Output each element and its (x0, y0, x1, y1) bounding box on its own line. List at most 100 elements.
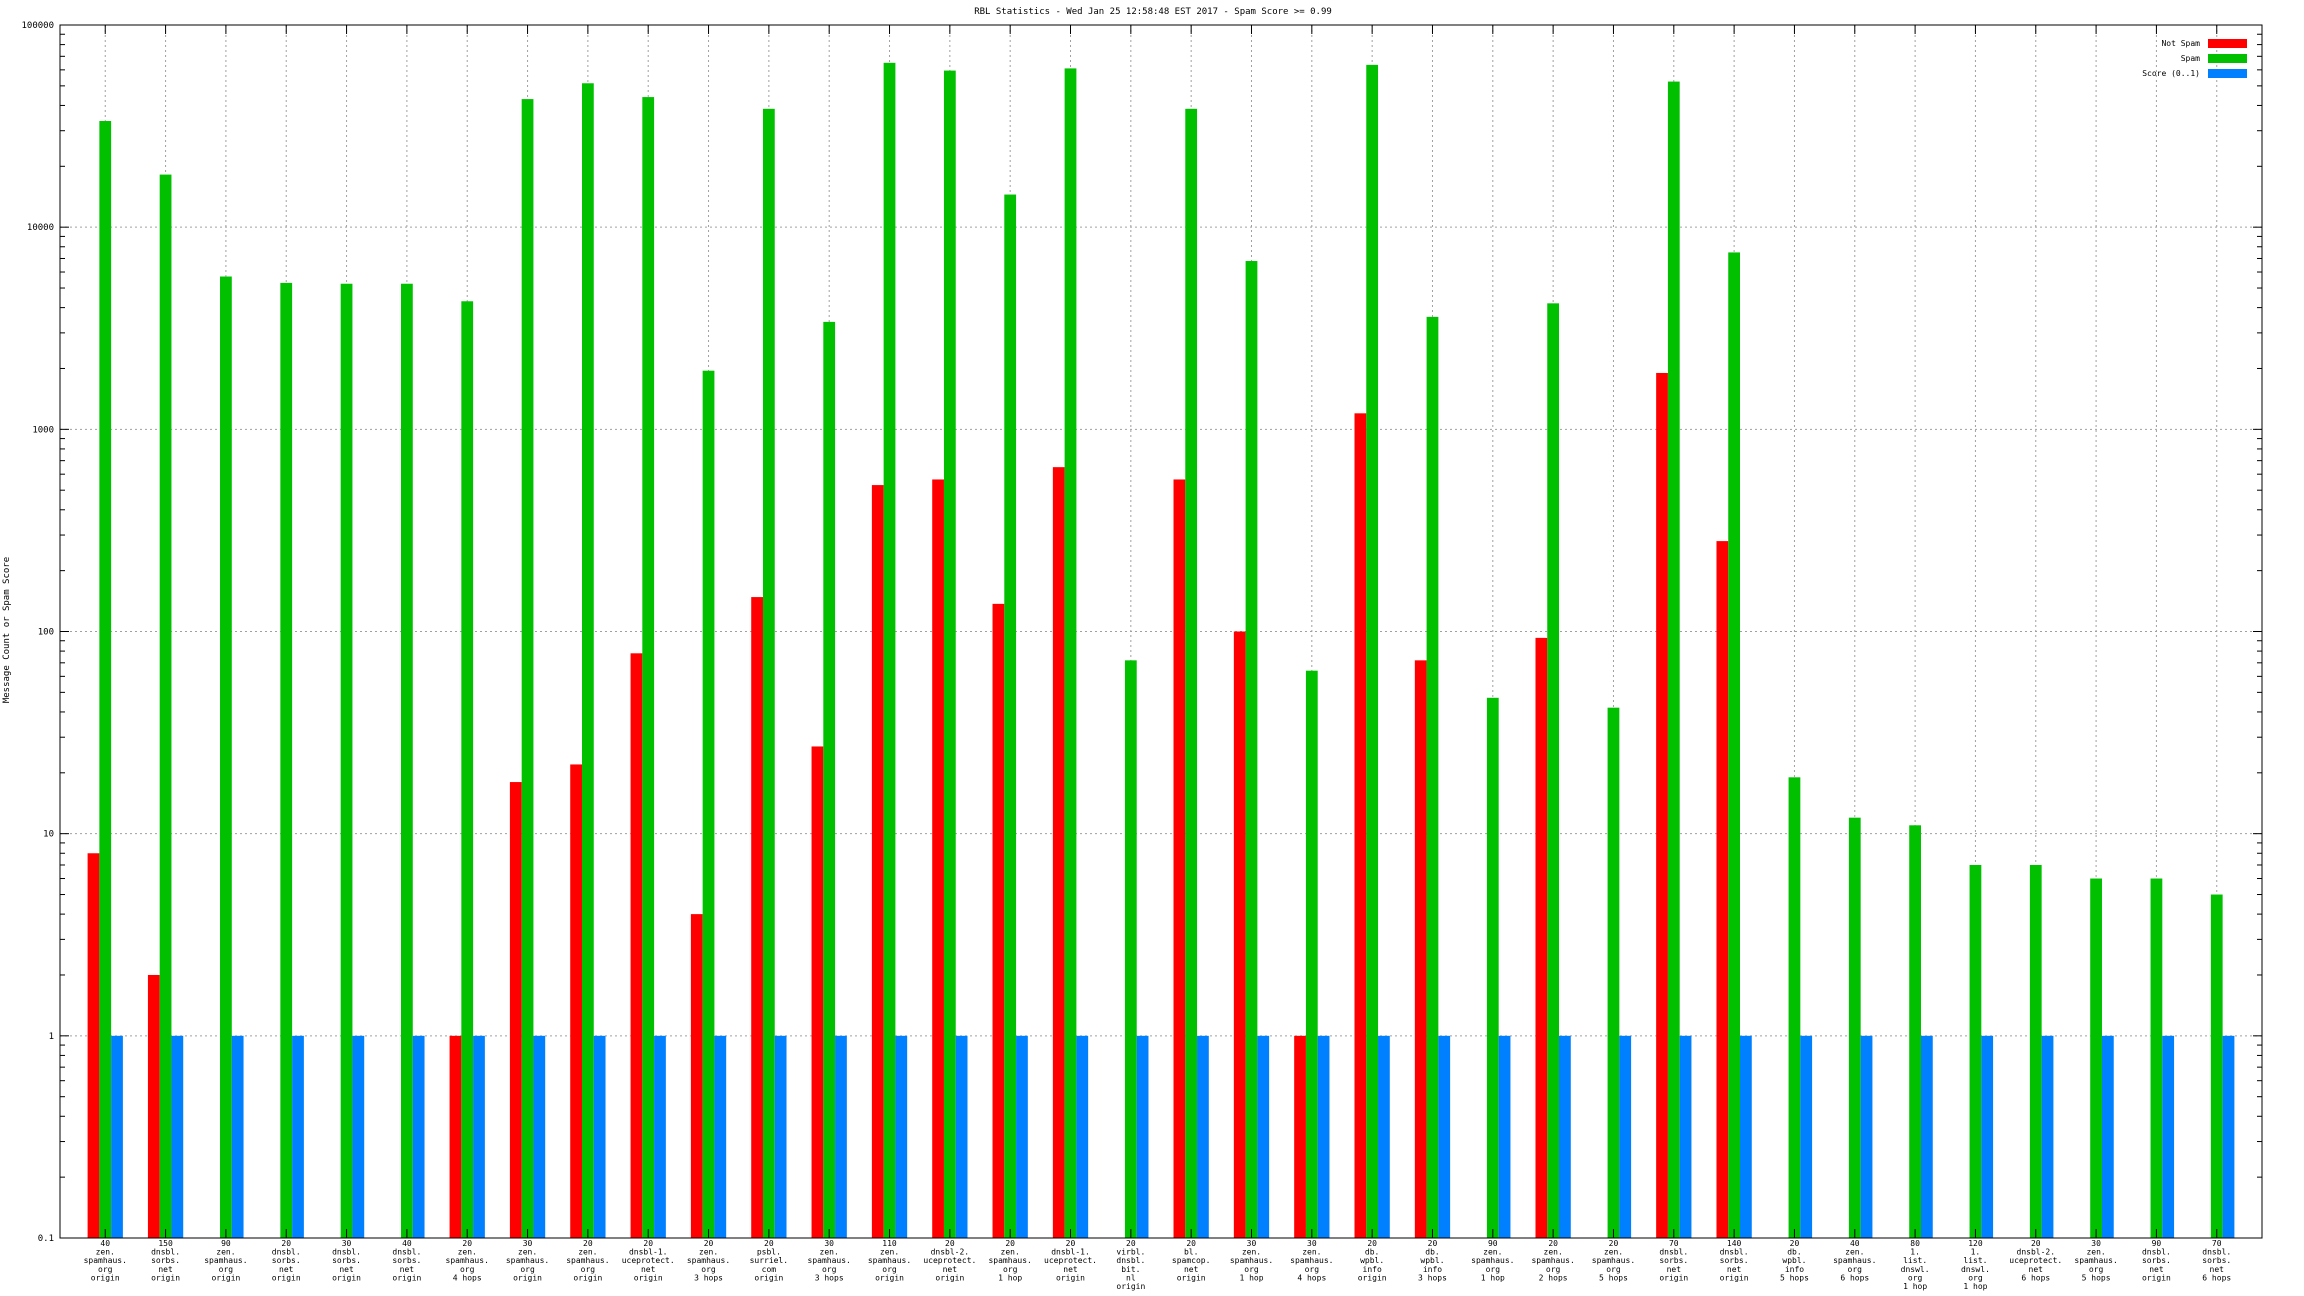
bar-not-spam (87, 853, 100, 1238)
bar-score-0-1 (1076, 1035, 1089, 1238)
x-tick-label: 40 dnsbl. sorbs. net origin (392, 1239, 421, 1282)
bar-score-0-1 (1981, 1035, 1994, 1238)
bar-score-0-1 (1438, 1035, 1451, 1238)
bar-spam (642, 97, 655, 1238)
x-tick-label: 20 zen. spamhaus. org 2 hops (1531, 1239, 1574, 1282)
bar-score-0-1 (1679, 1035, 1692, 1238)
bar-spam (461, 301, 474, 1239)
x-tick-label: 20 dnsbl-2. uceprotect. net 6 hops (2009, 1239, 2062, 1282)
bar-spam (883, 62, 896, 1239)
bar-not-spam (449, 1035, 462, 1238)
bar-score-0-1 (231, 1035, 244, 1238)
x-tick-label: 40 zen. spamhaus. org 6 hops (1833, 1239, 1876, 1282)
bar-spam (1728, 252, 1741, 1238)
bar-spam (1969, 864, 1982, 1238)
bar-spam (1486, 697, 1499, 1238)
bar-spam (159, 174, 172, 1239)
x-tick-label: 20 db. wpbl. info origin (1358, 1239, 1387, 1282)
bar-spam (581, 83, 594, 1239)
bar-not-spam (1716, 541, 1729, 1238)
bar-score-0-1 (1317, 1035, 1330, 1238)
y-tick-label: 10 (43, 830, 54, 840)
chart-title: RBL Statistics - Wed Jan 25 12:58:48 EST… (974, 7, 1332, 17)
bar-score-0-1 (1016, 1035, 1028, 1238)
x-tick-label: 20 psbl. surriel. com origin (750, 1239, 789, 1282)
bar-spam (1124, 660, 1137, 1238)
bar-score-0-1 (1498, 1035, 1511, 1238)
bar-spam (521, 99, 534, 1238)
legend-swatch (2208, 54, 2247, 63)
bar-spam (1607, 707, 1620, 1238)
bar-not-spam (1233, 631, 1246, 1238)
x-tick-label: 120 1. list. dnswl. org 1 hop (1961, 1239, 1990, 1291)
bar-score-0-1 (533, 1035, 546, 1238)
bar-spam (220, 276, 232, 1238)
y-axis-label: Message Count or Spam Score (2, 557, 12, 703)
bar-score-0-1 (473, 1035, 485, 1238)
bar-spam (823, 321, 836, 1239)
bar-score-0-1 (593, 1035, 606, 1238)
bar-not-spam (147, 974, 160, 1238)
bar-not-spam (1414, 660, 1427, 1238)
legend-swatch (2208, 39, 2247, 48)
bar-score-0-1 (895, 1035, 908, 1238)
bar-score-0-1 (1559, 1035, 1571, 1238)
x-tick-label: 30 zen. spamhaus. org origin (506, 1239, 549, 1282)
bar-not-spam (1535, 637, 1548, 1238)
x-tick-label: 20 dnsbl-1. uceprotect. net origin (622, 1239, 675, 1282)
bar-not-spam (751, 597, 763, 1238)
bar-not-spam (1354, 413, 1367, 1238)
x-tick-label: 70 dnsbl. sorbs. net origin (1659, 1239, 1688, 1282)
bar-score-0-1 (654, 1035, 666, 1238)
bar-not-spam (509, 782, 522, 1238)
bar-score-0-1 (955, 1035, 968, 1238)
x-tick-label: 150 dnsbl. sorbs. net origin (151, 1239, 180, 1282)
legend-label: Score (0..1) (2142, 69, 2200, 78)
bar-spam (1848, 817, 1861, 1238)
bar-score-0-1 (835, 1035, 847, 1238)
x-tick-label: 20 zen. spamhaus. org 1 hop (988, 1239, 1031, 1282)
x-tick-label: 20 virbl. dnsbl. bit. nl origin (1116, 1239, 1145, 1291)
x-tick-label: 20 db. wpbl. info 5 hops (1780, 1239, 1809, 1282)
bar-not-spam (932, 479, 944, 1238)
bar-score-0-1 (714, 1035, 727, 1238)
bar-not-spam (1173, 479, 1186, 1238)
bar-spam (1426, 316, 1439, 1238)
bar-spam (2029, 864, 2042, 1238)
y-axis-ticks: 0.1 1 10 100 1000 10000 100000 (21, 21, 2262, 1244)
bars (87, 62, 2235, 1239)
x-tick-label: 20 db. wpbl. info 3 hops (1418, 1239, 1447, 1282)
bar-not-spam (811, 746, 824, 1238)
y-tick-label: 100000 (21, 21, 54, 31)
bar-spam (2210, 894, 2223, 1238)
bar-score-0-1 (412, 1035, 425, 1238)
bar-spam (1909, 825, 1921, 1238)
y-tick-label: 1000 (32, 425, 54, 435)
bar-score-0-1 (1378, 1035, 1390, 1238)
bar-score-0-1 (2222, 1035, 2235, 1238)
bar-spam (1667, 81, 1680, 1238)
bar-not-spam (690, 914, 703, 1238)
bar-score-0-1 (1740, 1035, 1752, 1238)
x-tick-label: 20 bl. spamcop. net origin (1172, 1239, 1211, 1282)
x-tick-label: 20 dnsbl-1. uceprotect. net origin (1044, 1239, 1097, 1282)
bar-not-spam (1294, 1035, 1306, 1238)
bar-score-0-1 (111, 1035, 123, 1238)
x-tick-label: 20 zen. spamhaus. org 3 hops (687, 1239, 730, 1282)
bar-spam (1245, 261, 1258, 1238)
x-tick-label: 80 1. list. dnswl. org 1 hop (1901, 1239, 1930, 1291)
y-tick-label: 1 (49, 1032, 54, 1042)
bar-not-spam (992, 603, 1005, 1238)
x-axis-ticks: 40 zen. spamhaus. org origin 150 dnsbl. sorbs. n… (84, 25, 2231, 1291)
bar-score-0-1 (1136, 1035, 1149, 1238)
bar-not-spam (1656, 372, 1668, 1238)
legend-label: Not Spam (2161, 39, 2200, 48)
x-tick-label: 90 zen. spamhaus. org 1 hop (1471, 1239, 1514, 1282)
x-tick-label: 40 zen. spamhaus. org origin (84, 1239, 127, 1282)
bar-spam (2090, 878, 2102, 1238)
bar-spam (943, 70, 956, 1238)
bar-spam (1366, 64, 1379, 1239)
x-tick-label: 110 zen. spamhaus. org origin (868, 1239, 911, 1282)
bar-score-0-1 (1257, 1035, 1270, 1238)
